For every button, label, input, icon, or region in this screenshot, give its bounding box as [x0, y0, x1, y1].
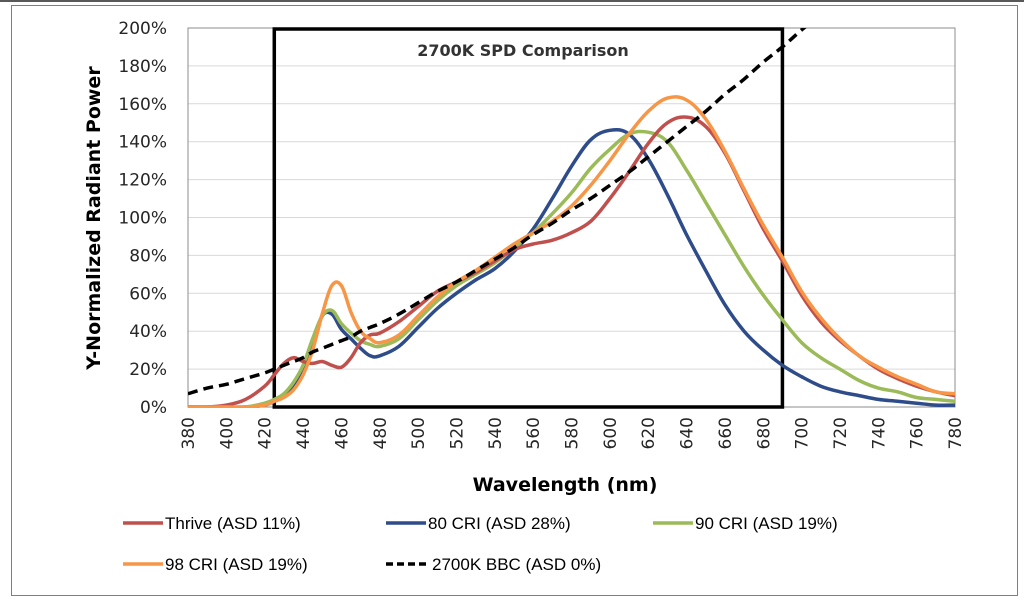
- legend-label: Thrive (ASD 11%): [165, 514, 301, 533]
- x-tick-label: 640: [678, 417, 698, 449]
- y-tick-label: 0%: [140, 398, 167, 418]
- x-tick-label: 660: [716, 417, 736, 449]
- x-tick-label: 420: [256, 417, 276, 449]
- x-tick-label: 380: [179, 417, 199, 449]
- legend-item: 2700K BBC (ASD 0%): [386, 555, 601, 574]
- y-tick-label: 100%: [118, 209, 167, 229]
- y-tick-label: 80%: [129, 246, 167, 266]
- gridlines: [188, 65, 955, 370]
- legend-item: 90 CRI (ASD 19%): [653, 514, 838, 533]
- y-tick-label: 180%: [118, 57, 167, 77]
- legend: Thrive (ASD 11%) 80 CRI (ASD 28%) 90 CRI (…: [123, 514, 838, 574]
- chart-title: 2700K SPD Comparison: [417, 41, 629, 60]
- y-tick-label: 120%: [118, 171, 167, 191]
- highlight-region-box: [272, 27, 785, 409]
- y-axis-title: Y-Normalized Radiant Power: [83, 66, 105, 371]
- series-group: [188, 28, 955, 408]
- x-axis-ticks: 380 400 420 440 460 480 500 520 540 560 580 600 620 6…: [179, 417, 966, 449]
- x-tick-label: 540: [486, 417, 506, 449]
- x-tick-label: 440: [294, 417, 314, 449]
- x-tick-label: 620: [639, 417, 659, 449]
- legend-item: 80 CRI (ASD 28%): [386, 514, 571, 533]
- y-tick-label: 160%: [118, 95, 167, 115]
- series-line-2700k-bbc-asd-0: [188, 28, 807, 396]
- x-tick-label: 720: [831, 417, 851, 449]
- x-tick-label: 580: [563, 417, 583, 449]
- x-tick-label: 460: [332, 417, 352, 449]
- x-tick-label: 560: [524, 417, 544, 449]
- series-line-98-cri-asd-19: [188, 95, 955, 408]
- x-tick-label: 760: [908, 417, 928, 449]
- legend-label: 90 CRI (ASD 19%): [695, 514, 838, 533]
- x-tick-label: 740: [869, 417, 889, 449]
- x-tick-label: 780: [946, 417, 966, 449]
- y-tick-label: 40%: [129, 322, 167, 342]
- x-tick-label: 600: [601, 417, 621, 449]
- x-tick-label: 400: [217, 417, 237, 449]
- x-axis-title: Wavelength (nm): [473, 474, 658, 496]
- x-tick-label: 700: [793, 417, 813, 449]
- y-tick-label: 200%: [118, 19, 167, 39]
- y-tick-label: 60%: [129, 284, 167, 304]
- legend-label: 2700K BBC (ASD 0%): [432, 555, 601, 574]
- y-tick-label: 140%: [118, 133, 167, 153]
- legend-label: 80 CRI (ASD 28%): [428, 514, 571, 533]
- x-tick-label: 500: [409, 417, 429, 449]
- legend-item: Thrive (ASD 11%): [123, 514, 301, 533]
- x-tick-label: 680: [754, 417, 774, 449]
- top-border: [0, 0, 1024, 2]
- y-tick-label: 20%: [129, 360, 167, 380]
- y-axis-ticks: 0% 20% 40% 60% 80% 100% 120% 140% 160% 180% 200%: [118, 19, 167, 418]
- legend-item: 98 CRI (ASD 19%): [123, 555, 308, 574]
- x-tick-label: 480: [371, 417, 391, 449]
- x-tick-label: 520: [447, 417, 467, 449]
- legend-label: 98 CRI (ASD 19%): [165, 555, 308, 574]
- series-line-90-cri-asd-19: [188, 129, 955, 408]
